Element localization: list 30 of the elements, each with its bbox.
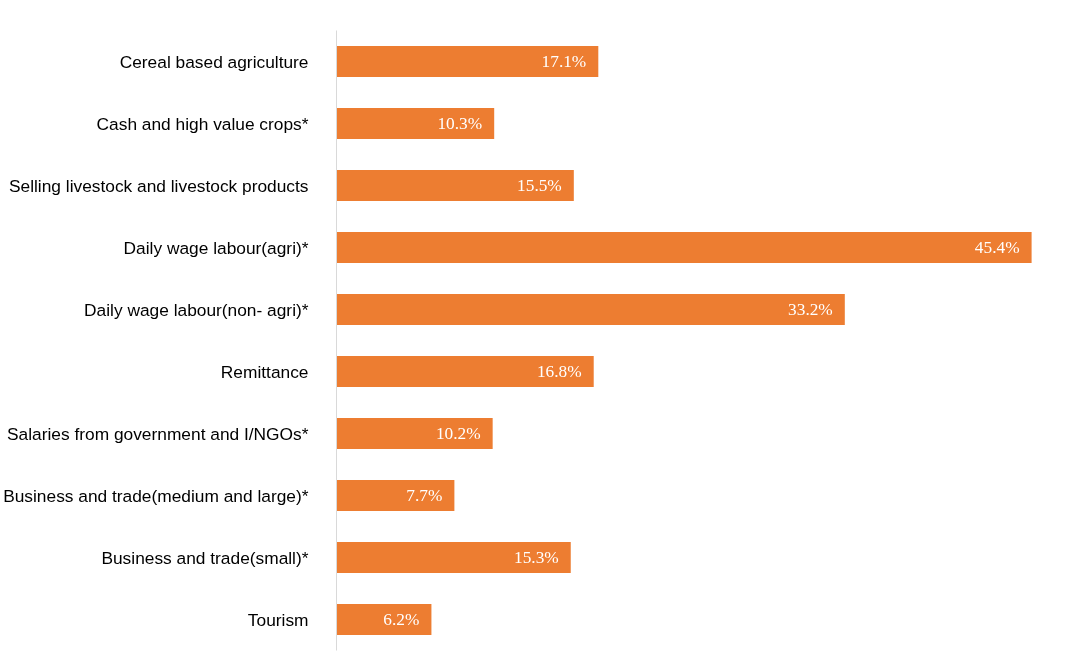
bar bbox=[336, 542, 571, 573]
data-label: 45.4% bbox=[974, 238, 1020, 257]
data-label: 15.3% bbox=[513, 548, 559, 567]
y-tick-label: Selling livestock and livestock products bbox=[8, 175, 309, 196]
y-tick-label: Cereal based agriculture bbox=[119, 51, 309, 72]
y-tick-label: Business and trade(small)* bbox=[101, 547, 309, 568]
data-label: 17.1% bbox=[541, 52, 587, 71]
bar bbox=[336, 232, 1032, 263]
bar bbox=[336, 418, 493, 449]
bar bbox=[336, 604, 432, 635]
data-label: 10.3% bbox=[437, 114, 483, 133]
data-label: 10.2% bbox=[435, 424, 481, 443]
y-tick-label: Business and trade(medium and large)* bbox=[3, 485, 309, 506]
bar bbox=[336, 294, 845, 325]
bar bbox=[336, 356, 594, 387]
y-tick-label: Salaries from government and I/NGOs* bbox=[7, 423, 309, 444]
y-tick-label: Daily wage labour(non- agri)* bbox=[84, 299, 309, 320]
y-tick-label: Remittance bbox=[220, 361, 309, 382]
bar bbox=[336, 480, 455, 511]
bar bbox=[336, 46, 599, 77]
bar bbox=[336, 108, 495, 139]
y-tick-label: Daily wage labour(agri)* bbox=[123, 237, 309, 258]
data-label: 6.2% bbox=[383, 610, 420, 629]
y-tick-label: Cash and high value crops* bbox=[96, 113, 309, 134]
y-tick-label: Tourism bbox=[247, 609, 309, 630]
bar bbox=[336, 170, 574, 201]
data-label: 15.5% bbox=[517, 176, 562, 195]
data-label: 33.2% bbox=[788, 300, 833, 319]
data-label: 7.7% bbox=[406, 486, 443, 505]
data-label: 16.8% bbox=[536, 362, 582, 381]
